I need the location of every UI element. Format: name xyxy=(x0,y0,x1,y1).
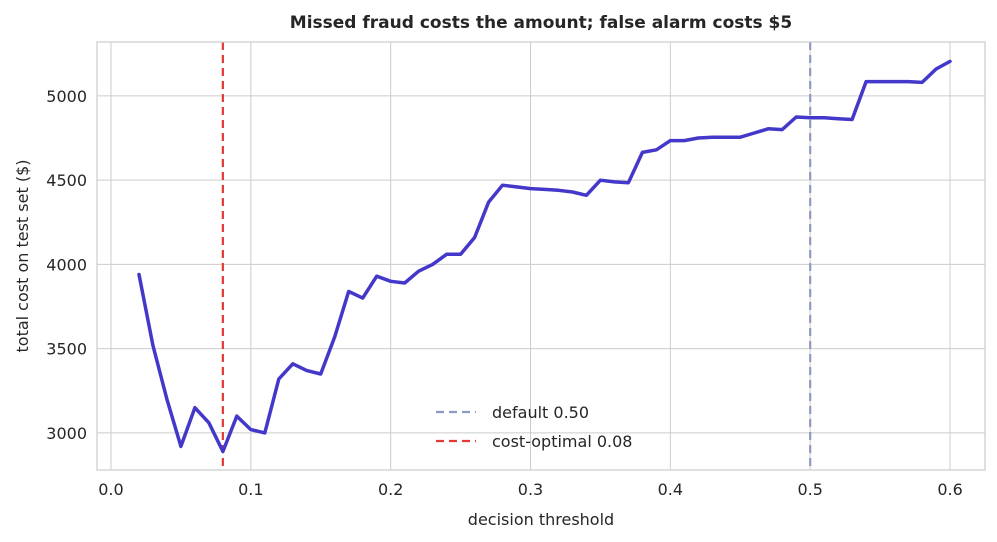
y-tick-label: 5000 xyxy=(46,87,87,106)
x-tick-label: 0.5 xyxy=(797,480,822,499)
y-axis-label: total cost on test set ($) xyxy=(13,160,32,353)
x-tick-label: 0.3 xyxy=(518,480,543,499)
plot-frame xyxy=(96,41,986,471)
x-tick-label: 0.2 xyxy=(378,480,403,499)
x-tick-label: 0.1 xyxy=(238,480,263,499)
y-axis-ticks: 3000 3500 4000 4500 5000 xyxy=(46,87,87,443)
x-tick-label: 0.6 xyxy=(937,480,962,499)
reference-lines xyxy=(221,42,812,470)
series-line xyxy=(137,59,952,454)
legend: default 0.50 cost-optimal 0.08 xyxy=(436,403,632,451)
legend-label: cost-optimal 0.08 xyxy=(492,432,632,451)
x-axis-label: decision threshold xyxy=(468,510,614,529)
legend-label: default 0.50 xyxy=(492,403,589,422)
y-tick-label: 4000 xyxy=(46,255,87,274)
y-tick-label: 4500 xyxy=(46,171,87,190)
x-tick-label: 0.4 xyxy=(658,480,683,499)
x-tick-label: 0.0 xyxy=(98,480,123,499)
x-axis-ticks: 0.0 0.1 0.2 0.3 0.4 0.5 0.6 xyxy=(98,480,963,499)
chart-title: Missed fraud costs the amount; false ala… xyxy=(290,13,792,33)
series-layer xyxy=(137,59,952,454)
y-tick-label: 3000 xyxy=(46,424,87,443)
y-tick-label: 3500 xyxy=(46,340,87,359)
